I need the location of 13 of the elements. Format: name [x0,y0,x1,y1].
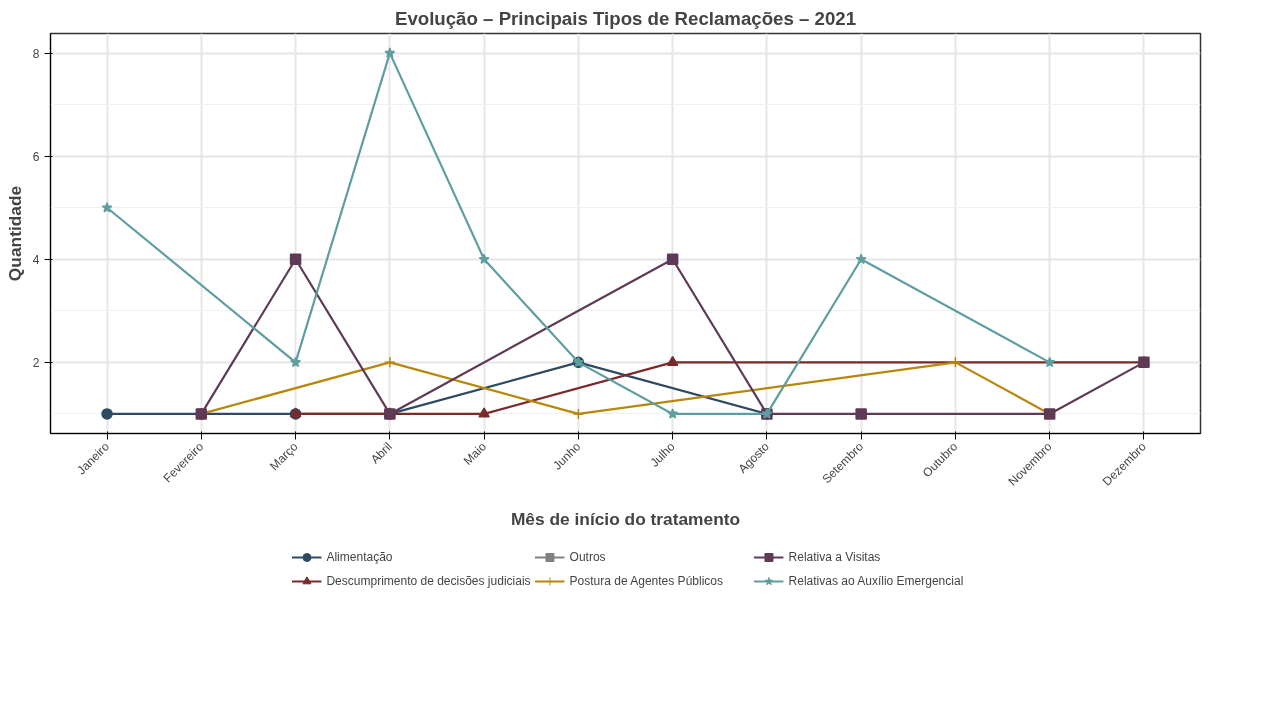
y-tick-label: 8 [32,46,40,61]
y-tick-label: 4 [32,252,40,267]
x-axis-title: Mês de início do tratamento [510,508,741,529]
chart-title: Evolução – Principais Tipos de Reclamações – 2021 [394,7,857,29]
y-tick-label: 6 [32,149,40,164]
legend-label: Postura de Agentes Públicos [569,573,724,588]
legend-label: Relativa a Visitas [788,549,882,564]
legend-label: Alimentação [326,549,394,564]
legend-label: Outros [569,549,607,564]
legend-label: Relativas ao Auxílio Emergencial [788,573,965,588]
y-axis-title: Quantidade [4,185,25,282]
legend-label: Descumprimento de decisões judiciais [326,573,531,588]
y-tick-label: 2 [32,355,40,370]
